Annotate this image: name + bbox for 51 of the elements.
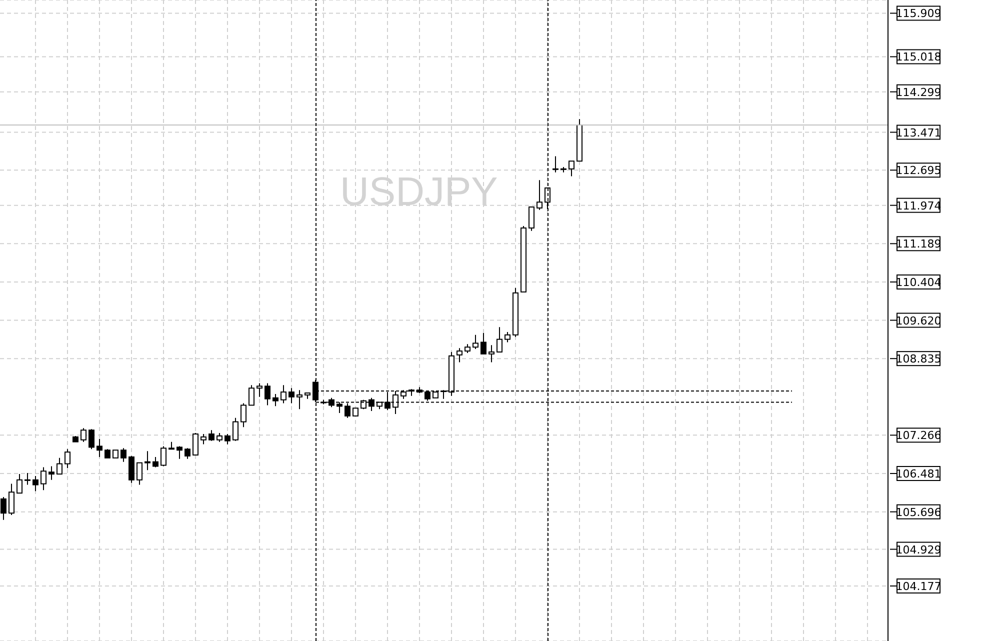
candlestick bbox=[256, 382, 262, 398]
candlestick bbox=[528, 206, 534, 232]
candlestick bbox=[160, 446, 166, 467]
candlestick bbox=[472, 334, 478, 350]
candlestick bbox=[280, 384, 286, 404]
candlestick bbox=[24, 472, 30, 486]
candlestick bbox=[496, 326, 502, 352]
y-tick-label: 113.471 bbox=[896, 126, 942, 140]
y-tick-label: 107.266 bbox=[896, 429, 942, 442]
candlestick bbox=[456, 348, 462, 363]
candlestick bbox=[208, 430, 214, 442]
candlestick bbox=[152, 456, 158, 468]
candlestick bbox=[504, 331, 510, 343]
candlestick bbox=[40, 466, 46, 491]
candlestick bbox=[144, 450, 150, 471]
candlestick bbox=[272, 393, 278, 407]
candlestick bbox=[184, 448, 190, 460]
candlestick bbox=[8, 483, 14, 516]
candlestick bbox=[128, 455, 134, 484]
candlestick bbox=[488, 344, 494, 363]
y-tick-label: 112.695 bbox=[896, 164, 942, 178]
candlestick bbox=[192, 432, 198, 456]
candlestick bbox=[16, 474, 22, 494]
y-tick-label: 104.929 bbox=[896, 543, 942, 556]
candlestick bbox=[64, 448, 70, 469]
candlestick bbox=[120, 448, 126, 462]
candlestick bbox=[240, 402, 246, 428]
candlestick bbox=[288, 388, 294, 404]
y-tick-label: 108.835 bbox=[896, 352, 942, 366]
y-tick-label: 105.696 bbox=[896, 506, 942, 519]
candlestick bbox=[224, 434, 230, 445]
candlestick bbox=[552, 156, 558, 173]
candlestick bbox=[48, 466, 54, 480]
candlestick bbox=[232, 417, 238, 442]
candlestick bbox=[296, 390, 302, 410]
candlestick bbox=[88, 428, 94, 450]
candlestick bbox=[136, 462, 142, 486]
candlestick bbox=[32, 475, 38, 492]
candlestick bbox=[200, 434, 206, 445]
candlestick bbox=[0, 496, 6, 520]
candlestick bbox=[264, 382, 270, 406]
candlestick bbox=[176, 446, 182, 460]
candlestick bbox=[480, 332, 486, 354]
candlestick bbox=[56, 457, 62, 475]
candlestick bbox=[248, 384, 254, 406]
candlestick bbox=[536, 180, 542, 210]
candlestick bbox=[568, 160, 574, 177]
candlestick bbox=[80, 428, 86, 442]
y-tick-label: 106.481 bbox=[896, 468, 942, 480]
candlestick bbox=[96, 438, 102, 458]
y-tick-label: 104.177 bbox=[896, 580, 942, 593]
